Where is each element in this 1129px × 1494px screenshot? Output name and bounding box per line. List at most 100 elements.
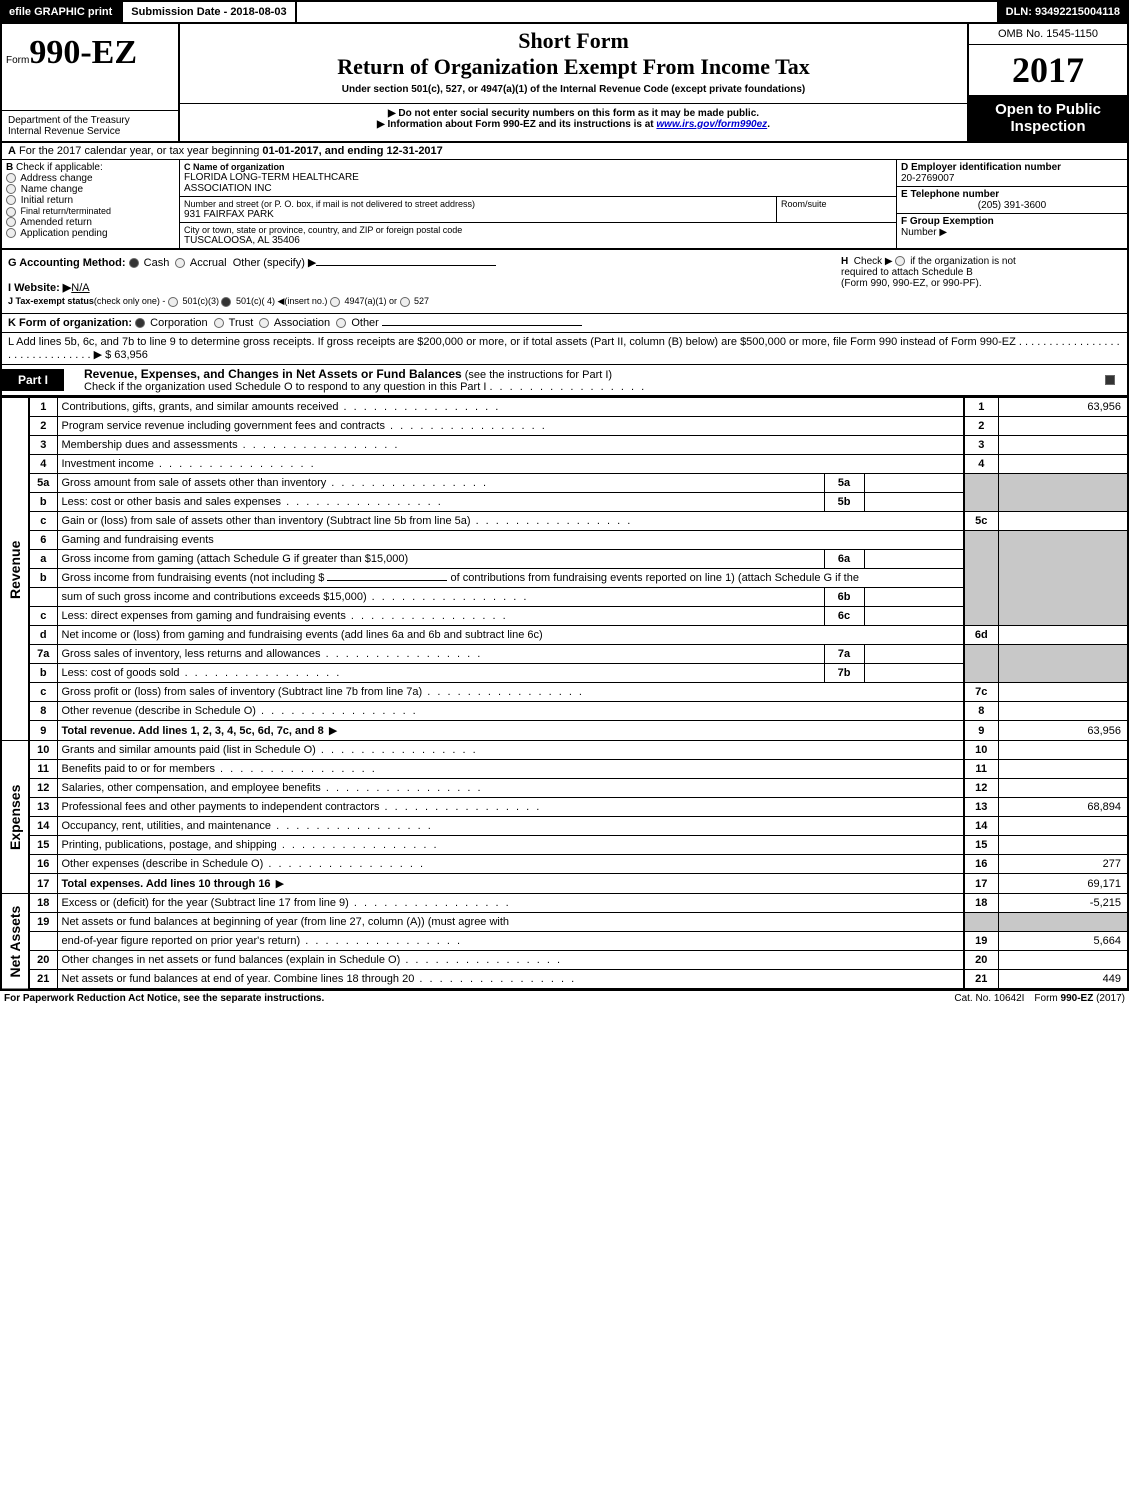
- line-20-rn: 20: [964, 951, 998, 970]
- k-trust: Trust: [229, 317, 254, 329]
- org-name-2: ASSOCIATION INC: [184, 183, 892, 194]
- line-14-rn: 14: [964, 817, 998, 836]
- bullet-info-post: .: [767, 119, 770, 130]
- line-20-no: 20: [29, 951, 57, 970]
- row-g-h: G Accounting Method: Cash Accrual Other …: [0, 250, 1129, 314]
- chk-trust[interactable]: [214, 318, 224, 328]
- line-6d-text: Net income or (loss) from gaming and fun…: [57, 626, 964, 645]
- line-4-amt: [998, 455, 1128, 474]
- chk-name-change-label: Name change: [21, 184, 83, 195]
- addr-label: Number and street (or P. O. box, if mail…: [184, 199, 772, 209]
- chk-amended-return-label: Amended return: [20, 217, 92, 228]
- other-label: Other (specify) ▶: [233, 257, 317, 269]
- footer-right-bold: 990-EZ: [1061, 993, 1094, 1004]
- line-7b-mv: [864, 664, 964, 683]
- a-end: 12-31-2017: [387, 145, 443, 157]
- chk-4947[interactable]: [330, 297, 340, 307]
- line-8-no: 8: [29, 702, 57, 721]
- bullet-info-pre: ▶ Information about Form 990-EZ and its …: [377, 119, 656, 130]
- k-corp: Corporation: [150, 317, 207, 329]
- chk-initial-return[interactable]: Initial return: [6, 195, 175, 206]
- line-14-text: Occupancy, rent, utilities, and maintena…: [57, 817, 964, 836]
- bullet-ssn: ▶ Do not enter social security numbers o…: [180, 108, 967, 119]
- city-value: TUSCALOOSA, AL 35406: [184, 235, 892, 246]
- line-4-rn: 4: [964, 455, 998, 474]
- dept-line1: Department of the Treasury: [8, 115, 172, 126]
- dept-line2: Internal Revenue Service: [8, 126, 172, 137]
- line-6d-amt: [998, 626, 1128, 645]
- chk-other[interactable]: [336, 318, 346, 328]
- chk-cash[interactable]: [129, 258, 139, 268]
- line-5b-m: 5b: [824, 493, 864, 512]
- label-B: B: [6, 162, 13, 173]
- chk-application-pending[interactable]: Application pending: [6, 228, 175, 239]
- line-6a-no: a: [29, 550, 57, 569]
- line-10-rn: 10: [964, 741, 998, 760]
- line-6b-post: of contributions from fundraising events…: [447, 572, 859, 584]
- e-label: E Telephone number: [901, 189, 999, 200]
- line-12-amt: [998, 779, 1128, 798]
- subtitle-bullets: ▶ Do not enter social security numbers o…: [180, 103, 967, 134]
- efile-print-button[interactable]: efile GRAPHIC print: [0, 0, 121, 24]
- line-2-amt: [998, 417, 1128, 436]
- chk-501c3[interactable]: [168, 297, 178, 307]
- l-text: L Add lines 5b, 6c, and 7b to line 9 to …: [8, 336, 1120, 361]
- top-bar: efile GRAPHIC print Submission Date - 20…: [0, 0, 1129, 24]
- omb-number: OMB No. 1545-1150: [969, 24, 1127, 45]
- chk-address-change[interactable]: Address change: [6, 173, 175, 184]
- chk-corp[interactable]: [135, 318, 145, 328]
- line-17-text: Total expenses. Add lines 10 through 16: [57, 874, 964, 894]
- line-21-no: 21: [29, 970, 57, 990]
- line-1-no: 1: [29, 398, 57, 417]
- vlabel-revenue: Revenue: [1, 398, 29, 741]
- chk-assoc[interactable]: [259, 318, 269, 328]
- line-12-no: 12: [29, 779, 57, 798]
- tax-year: 2017: [969, 45, 1127, 95]
- form-number-text: 990-EZ: [29, 34, 137, 71]
- chk-amended-return[interactable]: Amended return: [6, 217, 175, 228]
- vlabel-expenses: Expenses: [1, 741, 29, 894]
- line-10-amt: [998, 741, 1128, 760]
- line-13-no: 13: [29, 798, 57, 817]
- room-suite: Room/suite: [776, 197, 896, 222]
- line-8-amt: [998, 702, 1128, 721]
- chk-name-change[interactable]: Name change: [6, 184, 175, 195]
- chk-accrual[interactable]: [175, 258, 185, 268]
- part-i-header: Part I Revenue, Expenses, and Changes in…: [0, 365, 1129, 397]
- irs-link[interactable]: www.irs.gov/form990ez: [656, 119, 767, 130]
- chk-501c[interactable]: [221, 297, 231, 307]
- title-return: Return of Organization Exempt From Incom…: [180, 54, 967, 80]
- line-5a-no: 5a: [29, 474, 57, 493]
- line-5b-mv: [864, 493, 964, 512]
- label-A: A: [8, 145, 16, 157]
- f-label: F Group Exemption: [901, 216, 994, 227]
- line-6c-mv: [864, 607, 964, 626]
- chk-address-change-label: Address change: [20, 173, 92, 184]
- line-7ab-grey: [964, 645, 998, 683]
- line-7a-text: Gross sales of inventory, less returns a…: [57, 645, 824, 664]
- line-13-amt: 68,894: [998, 798, 1128, 817]
- part-i-title: Revenue, Expenses, and Changes in Net As…: [74, 367, 462, 381]
- chk-final-return[interactable]: Final return/terminated: [6, 206, 175, 217]
- line-6-grey-amt: [998, 531, 1128, 626]
- line-15-rn: 15: [964, 836, 998, 855]
- line-17-rn: 17: [964, 874, 998, 894]
- chk-h[interactable]: [895, 256, 905, 266]
- open-line1: Open to Public: [971, 101, 1125, 118]
- line-21-amt: 449: [998, 970, 1128, 990]
- chk-schedule-o[interactable]: [1105, 375, 1115, 385]
- dept-treasury: Department of the Treasury Internal Reve…: [2, 110, 178, 141]
- line-6-grey: [964, 531, 998, 626]
- chk-527[interactable]: [400, 297, 410, 307]
- line-2-rn: 2: [964, 417, 998, 436]
- line-15-text: Printing, publications, postage, and shi…: [57, 836, 964, 855]
- label-H: H: [841, 256, 848, 267]
- org-name-1: FLORIDA LONG-TERM HEALTHCARE: [184, 172, 892, 183]
- line-15-no: 15: [29, 836, 57, 855]
- line-7c-text: Gross profit or (loss) from sales of inv…: [57, 683, 964, 702]
- j-501c3: 501(c)(3): [182, 296, 219, 306]
- g-label: G Accounting Method:: [8, 257, 126, 269]
- line-13-text: Professional fees and other payments to …: [57, 798, 964, 817]
- website-value: N/A: [71, 282, 89, 294]
- h-line1b: if the organization is not: [910, 256, 1016, 267]
